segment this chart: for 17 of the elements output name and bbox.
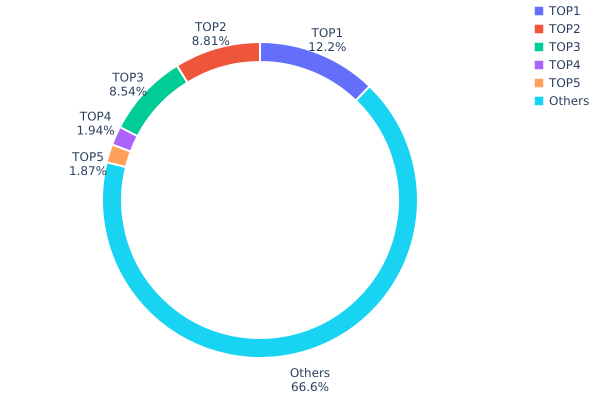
data-label: 8.54%	[109, 84, 148, 98]
slice-label: TOP5	[71, 150, 104, 164]
slice-label: Others	[290, 366, 330, 380]
legend-label: TOP3	[548, 40, 581, 54]
slice-label: TOP4	[78, 110, 112, 124]
legend-label: TOP5	[548, 76, 581, 90]
data-label: 12.2%	[308, 40, 346, 54]
slice-label: TOP2	[194, 20, 227, 34]
slice-label: TOP3	[111, 70, 144, 84]
legend-label: Others	[549, 94, 590, 108]
data-label: 66.6%	[290, 380, 330, 394]
legend-label: TOP2	[548, 22, 581, 36]
data-label: 1.94%	[76, 124, 115, 138]
data-label: 8.81%	[192, 34, 230, 48]
legend-label: TOP1	[548, 4, 581, 18]
legend-label: TOP4	[548, 58, 581, 72]
slice-label: TOP1	[310, 26, 344, 40]
